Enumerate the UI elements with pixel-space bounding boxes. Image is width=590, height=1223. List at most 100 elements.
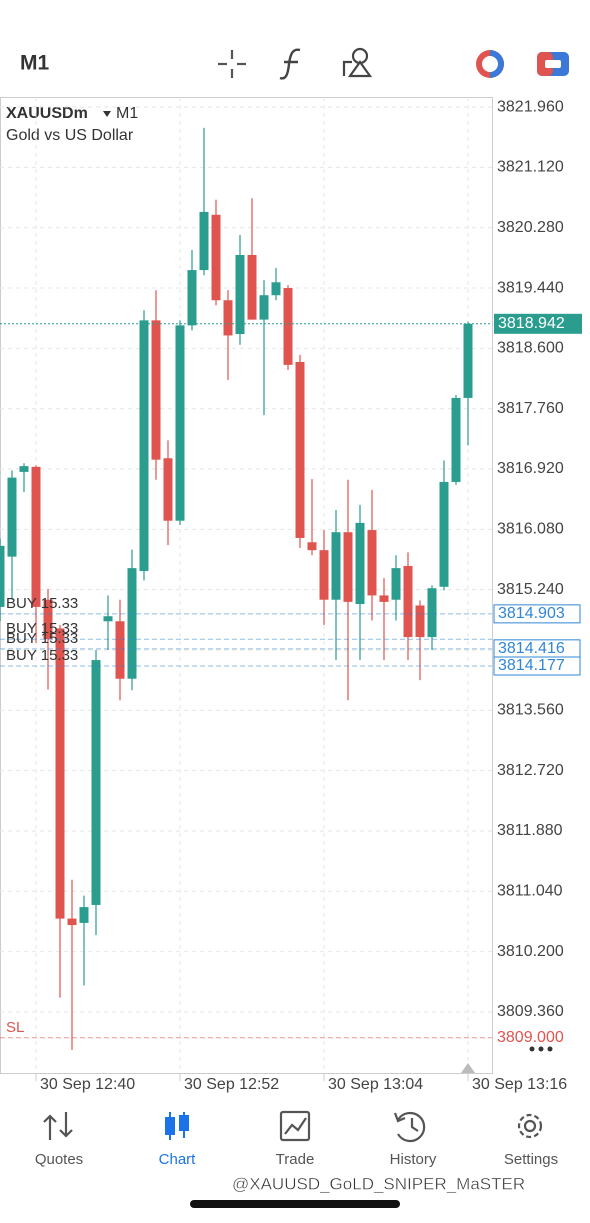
- chart-icon: [165, 1112, 189, 1140]
- candle-body: [391, 568, 401, 600]
- trade-icon[interactable]: [476, 50, 504, 78]
- candle-body: [403, 565, 413, 638]
- y-tick-label: 3812.720: [497, 762, 564, 779]
- order-price-label: 3814.416: [498, 640, 565, 657]
- tab-label[interactable]: History: [390, 1151, 437, 1168]
- candle-body: [439, 481, 449, 587]
- candle-body: [79, 907, 89, 923]
- objects-icon[interactable]: [342, 47, 373, 78]
- y-tick-label: 3813.560: [497, 702, 564, 719]
- candle-body: [343, 532, 353, 602]
- settings-icon: [517, 1113, 543, 1139]
- watermark: @XAUUSD_GoLD_SNIPER_MaSTER: [232, 1174, 525, 1193]
- one-click-icon[interactable]: [537, 52, 569, 76]
- order-label: BUY 15.33: [6, 630, 78, 647]
- candle-body: [355, 522, 365, 605]
- candle-body: [331, 532, 341, 600]
- trade-tab-icon: [279, 1110, 311, 1142]
- candle-body: [67, 918, 77, 926]
- x-tick-label: 30 Sep 13:04: [328, 1076, 423, 1093]
- y-tick-label: 3821.120: [497, 159, 564, 176]
- y-tick-label: 3809.360: [497, 1003, 564, 1020]
- current-price-label: 3818.942: [498, 315, 565, 332]
- candle-body: [427, 588, 437, 638]
- y-tick-label: 3817.760: [497, 400, 564, 417]
- y-tick-label: 3815.240: [497, 581, 564, 598]
- order-price-box: [493, 656, 581, 676]
- candle-body: [463, 323, 473, 398]
- candle-body: [115, 621, 125, 679]
- candle-body: [271, 282, 281, 296]
- candle-body: [319, 550, 329, 600]
- y-tick-label: 3816.920: [497, 460, 564, 477]
- y-tick-label: 3816.080: [497, 521, 564, 538]
- candle-body: [235, 254, 245, 334]
- candle-body: [379, 595, 389, 602]
- timeframe-button[interactable]: M1: [20, 52, 49, 75]
- candle-body: [19, 466, 29, 472]
- y-tick-label: 3819.440: [497, 279, 564, 296]
- tab-bar: Quotes Chart Trade History Settings: [35, 1151, 558, 1168]
- candle-body: [31, 466, 41, 607]
- candle-body: [175, 325, 185, 521]
- tab-label[interactable]: Trade: [276, 1151, 315, 1168]
- x-tick-label: 30 Sep 12:40: [40, 1076, 135, 1093]
- chart-timeframe: M1: [116, 105, 138, 122]
- candle-body: [187, 270, 197, 326]
- y-tick-label: 3810.200: [497, 943, 564, 960]
- tab-label[interactable]: Chart: [159, 1151, 197, 1168]
- x-tick-label: 30 Sep 13:16: [472, 1076, 567, 1093]
- stop-loss-price-label: 3809.000: [497, 1029, 564, 1046]
- candle-body: [43, 599, 53, 640]
- x-tick-label: 30 Sep 12:52: [184, 1076, 279, 1093]
- candle-body: [0, 545, 5, 607]
- candle-body: [151, 320, 161, 460]
- candle-body: [415, 605, 425, 638]
- candle-body: [127, 568, 137, 679]
- order-price-label: 3814.177: [498, 657, 565, 674]
- symbol-description: Gold vs US Dollar: [6, 127, 134, 144]
- order-label: BUY 15.33: [6, 620, 78, 637]
- more-icon[interactable]: [529, 1046, 553, 1052]
- y-tick-label: 3811.880: [497, 822, 563, 839]
- candle-body: [91, 660, 101, 905]
- stop-loss-label: SL: [6, 1019, 24, 1036]
- order-price-box: [493, 604, 581, 624]
- y-tick-label: 3811.040: [497, 883, 563, 900]
- candle-body: [451, 397, 461, 482]
- candle-body: [55, 628, 65, 919]
- candle-body: [295, 362, 305, 538]
- candle-body: [199, 211, 209, 271]
- quotes-icon: [43, 1112, 73, 1140]
- candle-body: [7, 477, 17, 557]
- scroll-marker[interactable]: [461, 1063, 475, 1073]
- candle-body: [259, 295, 269, 320]
- history-icon: [393, 1111, 426, 1143]
- candle-body: [163, 458, 173, 521]
- symbol-menu[interactable]: [103, 111, 111, 117]
- home-indicator: [190, 1200, 400, 1208]
- candle-body: [211, 214, 221, 301]
- y-tick-label: 3821.960: [497, 98, 564, 115]
- y-tick-label: 3818.600: [497, 340, 564, 357]
- candle-body: [283, 288, 293, 365]
- order-price-label: 3814.903: [498, 605, 565, 622]
- candle-body: [223, 300, 233, 336]
- candle-body: [367, 530, 377, 596]
- tab-label[interactable]: Quotes: [35, 1151, 83, 1168]
- symbol[interactable]: XAUUSDm: [6, 105, 88, 122]
- candle-body: [247, 254, 257, 320]
- order-label: BUY 15.33: [6, 647, 78, 664]
- chart-frame: [0, 97, 493, 1074]
- tab-label[interactable]: Settings: [504, 1151, 558, 1168]
- candle-body: [307, 542, 317, 551]
- price-axis: 3809.360 3810.200 3811.040 3811.880 3812.720…: [35, 98, 582, 1093]
- indicators-icon[interactable]: [279, 48, 301, 80]
- candle-body: [103, 616, 113, 622]
- crosshair-icon[interactable]: [218, 50, 246, 78]
- current-price-box: [494, 313, 582, 334]
